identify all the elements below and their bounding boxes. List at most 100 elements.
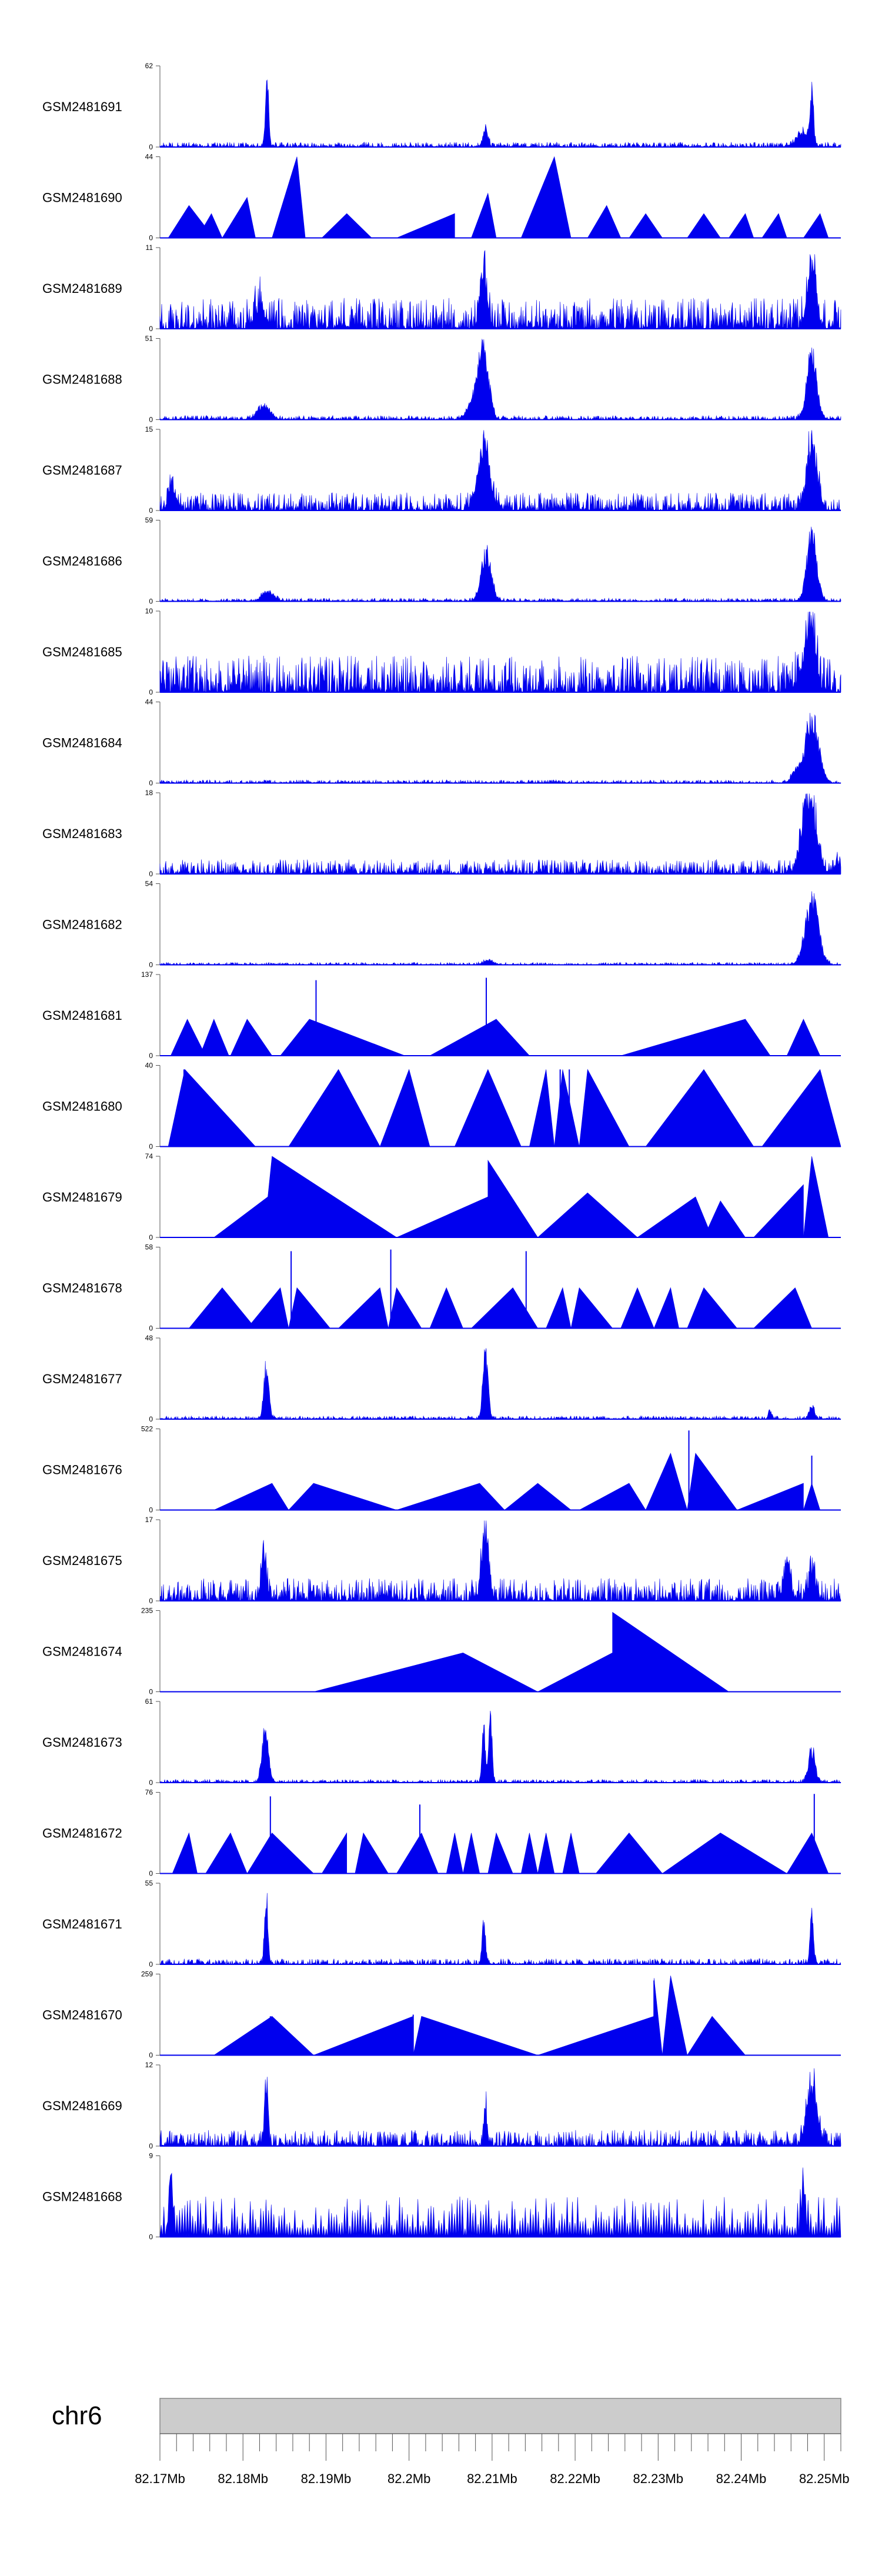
y-zero-label: 0 — [149, 1143, 153, 1151]
signal-triangle — [537, 1833, 555, 1874]
signal-triangle — [546, 1287, 572, 1329]
y-max-label: 54 — [145, 880, 153, 888]
y-zero-label: 0 — [149, 2233, 153, 2241]
signal-triangle — [637, 1196, 713, 1238]
signal-triangle — [446, 1833, 463, 1874]
signal-coverage — [159, 2167, 841, 2237]
track-label: GSM2481690 — [42, 191, 122, 205]
signal-triangle — [471, 192, 497, 238]
signal-triangle — [761, 1069, 841, 1147]
track-gsm2481681: GSM2481681 137 0 — [42, 970, 841, 1060]
signal-triangle — [170, 1019, 206, 1056]
track-label: GSM2481675 — [42, 1553, 122, 1568]
signal-triangle — [454, 1069, 522, 1147]
y-zero-label: 0 — [149, 688, 153, 696]
x-tick-label: 82.18Mb — [218, 2471, 268, 2486]
y-zero-label: 0 — [149, 779, 153, 788]
y-max-label: 48 — [145, 1334, 153, 1342]
y-zero-label: 0 — [149, 234, 153, 242]
track-gsm2481689: GSM2481689 11 0 — [42, 243, 841, 333]
y-zero-label: 0 — [149, 416, 153, 424]
signal-triangle — [703, 1200, 746, 1238]
y-zero-label: 0 — [149, 1688, 153, 1696]
signal-triangle — [612, 1611, 730, 1692]
track-label: GSM2481670 — [42, 2008, 122, 2023]
signal-triangle — [803, 1156, 829, 1238]
signal-triangle — [387, 1287, 422, 1329]
signal-triangle — [272, 156, 306, 238]
signal-triangle — [753, 1287, 813, 1329]
x-tick-label: 82.19Mb — [301, 2471, 352, 2486]
y-max-label: 259 — [141, 1970, 153, 1978]
y-max-label: 9 — [149, 2152, 153, 2160]
signal-triangle — [379, 1069, 430, 1147]
y-max-label: 235 — [141, 1607, 153, 1615]
signal-coverage — [159, 79, 841, 148]
x-tick-label: 82.17Mb — [135, 2471, 185, 2486]
signal-coverage — [159, 1893, 841, 1966]
y-max-label: 51 — [145, 335, 153, 343]
signal-triangle — [338, 1287, 389, 1329]
track-gsm2481672: GSM2481672 76 0 — [42, 1788, 841, 1878]
signal-triangle — [520, 1833, 538, 1874]
y-max-label: 12 — [145, 2061, 153, 2069]
signal-triangle — [687, 1287, 738, 1329]
signal-triangle — [537, 1652, 613, 1692]
track-label: GSM2481684 — [42, 736, 122, 750]
track-label: GSM2481691 — [42, 99, 122, 114]
y-max-label: 76 — [145, 1788, 153, 1797]
signal-triangle — [662, 1833, 788, 1874]
y-max-label: 58 — [145, 1243, 153, 1252]
track-gsm2481675: GSM2481675 17 0 — [42, 1516, 841, 1605]
y-zero-label: 0 — [149, 598, 153, 606]
track-gsm2481670: GSM2481670 259 0 — [42, 1970, 841, 2060]
signal-triangle — [803, 213, 829, 238]
track-label: GSM2481677 — [42, 1372, 122, 1386]
signal-triangle — [487, 1159, 539, 1238]
signal-triangle — [562, 1833, 580, 1874]
signal-triangle — [321, 213, 372, 238]
signal-triangle — [313, 1652, 538, 1692]
track-gsm2481686: GSM2481686 59 0 — [42, 516, 841, 606]
track-label: GSM2481686 — [42, 554, 122, 569]
y-max-label: 10 — [145, 607, 153, 615]
signal-triangle — [213, 1483, 289, 1510]
signal-triangle — [396, 1832, 439, 1874]
track-gsm2481687: GSM2481687 15 0 — [42, 425, 841, 515]
signal-triangle — [653, 1287, 679, 1329]
signal-triangle — [197, 213, 223, 238]
y-max-label: 17 — [145, 1516, 153, 1524]
track-label: GSM2481668 — [42, 2190, 122, 2204]
signal-triangle — [504, 1483, 572, 1510]
x-tick-label: 82.25Mb — [799, 2471, 850, 2486]
signal-triangle — [587, 205, 622, 238]
genome-axis: chr6 82.17Mb 82.18Mb 82.19Mb 82.2Mb 82.21Mb 8… — [52, 2398, 850, 2486]
signal-triangle — [570, 1287, 613, 1329]
y-max-label: 61 — [145, 1697, 153, 1706]
chromosome-ideogram — [159, 2398, 841, 2434]
track-label: GSM2481672 — [42, 1826, 122, 1841]
signal-triangle — [537, 2016, 654, 2056]
signal-triangle — [579, 1483, 646, 1510]
y-zero-label: 0 — [149, 325, 153, 333]
track-label: GSM2481676 — [42, 1463, 122, 1477]
signal-triangle — [579, 1069, 630, 1147]
y-zero-label: 0 — [149, 961, 153, 969]
y-zero-label: 0 — [149, 1415, 153, 1423]
signal-coverage — [159, 2068, 841, 2147]
x-tick-label: 82.21Mb — [467, 2471, 517, 2486]
track-label: GSM2481680 — [42, 1099, 122, 1114]
track-label: GSM2481674 — [42, 1644, 122, 1659]
track-label: GSM2481682 — [42, 917, 122, 932]
y-zero-label: 0 — [149, 1506, 153, 1514]
signal-triangle — [313, 2016, 414, 2056]
x-tick-label: 82.24Mb — [716, 2471, 767, 2486]
y-max-label: 44 — [145, 153, 153, 161]
signal-coverage — [159, 250, 841, 329]
signal-triangle — [470, 1287, 539, 1329]
track-gsm2481677: GSM2481677 48 0 — [42, 1334, 841, 1423]
signal-triangle — [355, 1832, 389, 1874]
track-label: GSM2481689 — [42, 281, 122, 296]
track-gsm2481691: GSM2481691 62 0 — [42, 62, 841, 151]
signal-triangle — [761, 213, 787, 238]
